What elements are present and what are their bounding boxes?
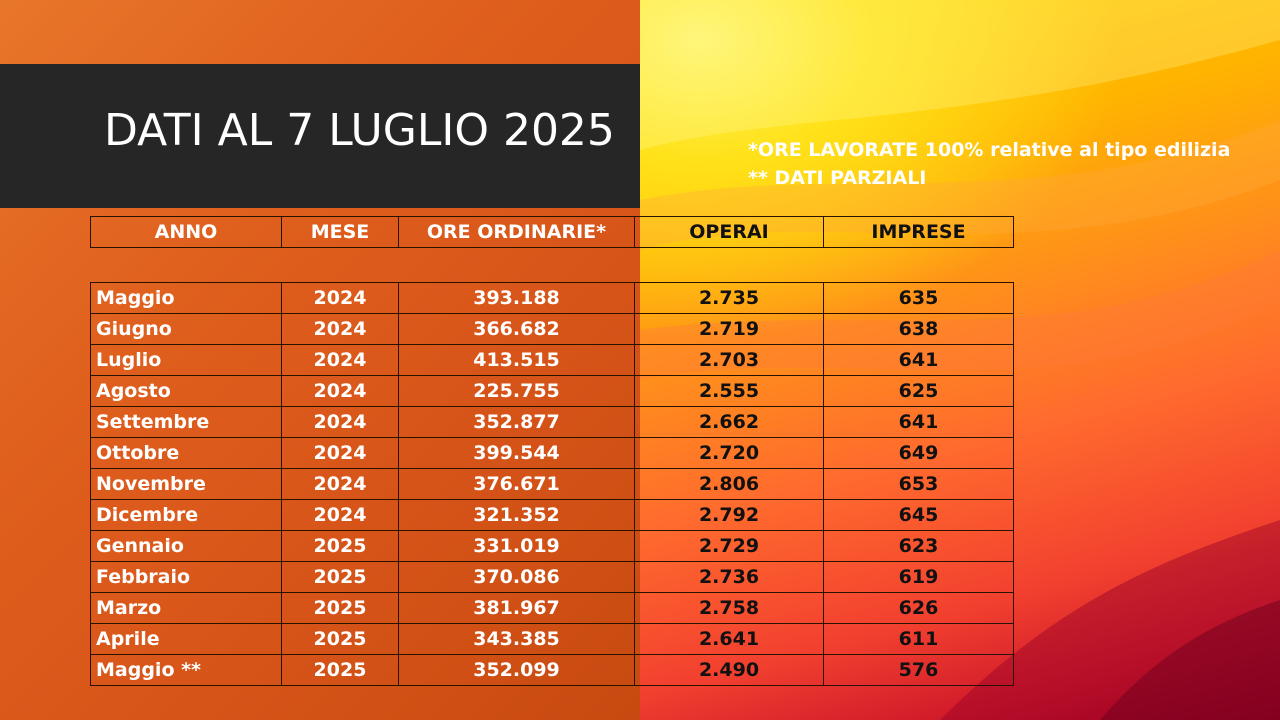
cell-ore-ordinarie: 393.188 bbox=[398, 282, 635, 314]
cell-operai: 2.555 bbox=[634, 375, 824, 407]
table-row: Giugno 2024 366.682 2.719 638 bbox=[90, 313, 1014, 345]
cell-ore-ordinarie: 352.099 bbox=[398, 654, 635, 686]
cell-year: 2024 bbox=[281, 313, 399, 345]
cell-month: Dicembre bbox=[90, 499, 282, 531]
table-row: Agosto 2024 225.755 2.555 625 bbox=[90, 375, 1014, 407]
cell-imprese: 653 bbox=[823, 468, 1014, 500]
cell-year: 2025 bbox=[281, 592, 399, 624]
cell-imprese: 576 bbox=[823, 654, 1014, 686]
note-dati-parziali: ** DATI PARZIALI bbox=[748, 167, 927, 189]
cell-operai: 2.720 bbox=[634, 437, 824, 469]
cell-month: Agosto bbox=[90, 375, 282, 407]
table-row: Maggio 2024 393.188 2.735 635 bbox=[90, 282, 1014, 314]
cell-ore-ordinarie: 381.967 bbox=[398, 592, 635, 624]
header-anno: ANNO bbox=[90, 216, 282, 248]
table-row: Novembre 2024 376.671 2.806 653 bbox=[90, 468, 1014, 500]
table-row: Febbraio 2025 370.086 2.736 619 bbox=[90, 561, 1014, 593]
cell-year: 2025 bbox=[281, 623, 399, 655]
cell-ore-ordinarie: 399.544 bbox=[398, 437, 635, 469]
cell-imprese: 623 bbox=[823, 530, 1014, 562]
data-table: Maggio 2024 393.188 2.735 635 Giugno 2024 366.6… bbox=[90, 282, 1014, 686]
cell-ore-ordinarie: 376.671 bbox=[398, 468, 635, 500]
table-row: Marzo 2025 381.967 2.758 626 bbox=[90, 592, 1014, 624]
cell-operai: 2.758 bbox=[634, 592, 824, 624]
title-band bbox=[0, 64, 640, 208]
cell-ore-ordinarie: 366.682 bbox=[398, 313, 635, 345]
cell-month: Settembre bbox=[90, 406, 282, 438]
cell-month: Maggio bbox=[90, 282, 282, 314]
cell-year: 2024 bbox=[281, 282, 399, 314]
cell-operai: 2.806 bbox=[634, 468, 824, 500]
cell-month: Febbraio bbox=[90, 561, 282, 593]
cell-year: 2024 bbox=[281, 375, 399, 407]
header-imprese: IMPRESE bbox=[823, 216, 1014, 248]
cell-operai: 2.736 bbox=[634, 561, 824, 593]
table-header: ANNO MESE ORE ORDINARIE* OPERAI IMPRESE bbox=[90, 216, 1014, 248]
cell-year: 2025 bbox=[281, 654, 399, 686]
cell-operai: 2.490 bbox=[634, 654, 824, 686]
cell-operai: 2.729 bbox=[634, 530, 824, 562]
header-ore-ordinarie: ORE ORDINARIE* bbox=[398, 216, 635, 248]
cell-operai: 2.719 bbox=[634, 313, 824, 345]
table-row: Gennaio 2025 331.019 2.729 623 bbox=[90, 530, 1014, 562]
header-row: ANNO MESE ORE ORDINARIE* OPERAI IMPRESE bbox=[90, 216, 1014, 248]
cell-ore-ordinarie: 370.086 bbox=[398, 561, 635, 593]
cell-imprese: 649 bbox=[823, 437, 1014, 469]
header-operai: OPERAI bbox=[634, 216, 824, 248]
cell-month: Aprile bbox=[90, 623, 282, 655]
cell-ore-ordinarie: 225.755 bbox=[398, 375, 635, 407]
cell-month: Marzo bbox=[90, 592, 282, 624]
cell-operai: 2.735 bbox=[634, 282, 824, 314]
cell-operai: 2.792 bbox=[634, 499, 824, 531]
cell-year: 2024 bbox=[281, 468, 399, 500]
cell-ore-ordinarie: 321.352 bbox=[398, 499, 635, 531]
cell-imprese: 635 bbox=[823, 282, 1014, 314]
table-row: Aprile 2025 343.385 2.641 611 bbox=[90, 623, 1014, 655]
cell-year: 2025 bbox=[281, 561, 399, 593]
cell-imprese: 626 bbox=[823, 592, 1014, 624]
cell-ore-ordinarie: 331.019 bbox=[398, 530, 635, 562]
cell-imprese: 645 bbox=[823, 499, 1014, 531]
cell-year: 2024 bbox=[281, 437, 399, 469]
cell-ore-ordinarie: 352.877 bbox=[398, 406, 635, 438]
cell-month: Maggio ** bbox=[90, 654, 282, 686]
note-ore-lavorate: *ORE LAVORATE 100% relative al tipo edil… bbox=[748, 139, 1231, 161]
page-title: DATI AL 7 LUGLIO 2025 bbox=[104, 105, 615, 156]
cell-imprese: 641 bbox=[823, 344, 1014, 376]
cell-month: Luglio bbox=[90, 344, 282, 376]
cell-operai: 2.703 bbox=[634, 344, 824, 376]
cell-month: Giugno bbox=[90, 313, 282, 345]
cell-operai: 2.662 bbox=[634, 406, 824, 438]
cell-ore-ordinarie: 343.385 bbox=[398, 623, 635, 655]
cell-operai: 2.641 bbox=[634, 623, 824, 655]
cell-month: Gennaio bbox=[90, 530, 282, 562]
cell-year: 2024 bbox=[281, 344, 399, 376]
cell-month: Novembre bbox=[90, 468, 282, 500]
table-row: Ottobre 2024 399.544 2.720 649 bbox=[90, 437, 1014, 469]
cell-ore-ordinarie: 413.515 bbox=[398, 344, 635, 376]
table-row: Settembre 2024 352.877 2.662 641 bbox=[90, 406, 1014, 438]
cell-year: 2024 bbox=[281, 499, 399, 531]
cell-imprese: 619 bbox=[823, 561, 1014, 593]
header-mese: MESE bbox=[281, 216, 399, 248]
cell-imprese: 641 bbox=[823, 406, 1014, 438]
table-row: Maggio ** 2025 352.099 2.490 576 bbox=[90, 654, 1014, 686]
cell-imprese: 611 bbox=[823, 623, 1014, 655]
cell-year: 2024 bbox=[281, 406, 399, 438]
cell-month: Ottobre bbox=[90, 437, 282, 469]
cell-imprese: 625 bbox=[823, 375, 1014, 407]
cell-imprese: 638 bbox=[823, 313, 1014, 345]
cell-year: 2025 bbox=[281, 530, 399, 562]
data-table-body: Maggio 2024 393.188 2.735 635 Giugno 2024 366.6… bbox=[90, 282, 1014, 686]
table-row: Dicembre 2024 321.352 2.792 645 bbox=[90, 499, 1014, 531]
table-row: Luglio 2024 413.515 2.703 641 bbox=[90, 344, 1014, 376]
